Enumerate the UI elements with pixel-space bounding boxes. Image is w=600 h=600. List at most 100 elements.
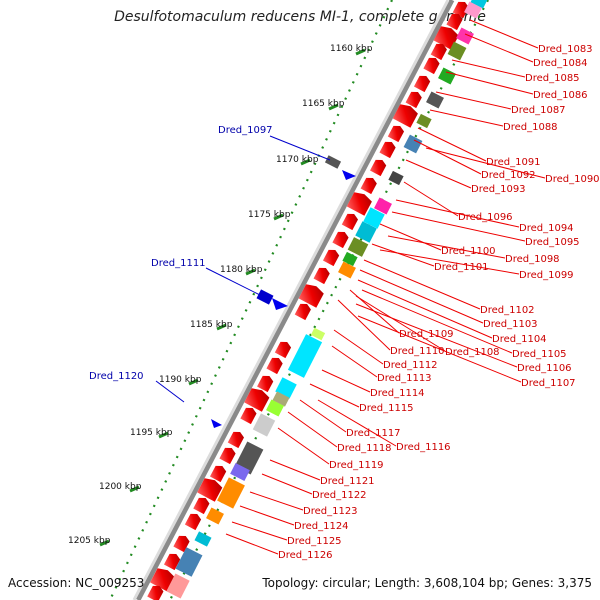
label-dred-1115[interactable]: Dred_1115 [359, 403, 414, 414]
tick-mark [328, 103, 339, 111]
gene-arrow [219, 447, 236, 465]
feature-block [456, 27, 474, 45]
label-dred-1109[interactable]: Dred_1109 [399, 329, 454, 340]
feature-block [206, 507, 224, 525]
gene-arrow [209, 465, 227, 483]
gene-arrow [163, 553, 181, 571]
label-dred-1103[interactable]: Dred_1103 [483, 319, 538, 330]
callout-line-red [387, 235, 506, 259]
label-dred-1108[interactable]: Dred_1108 [445, 347, 500, 358]
label-dred-1116[interactable]: Dred_1116 [396, 442, 451, 453]
label-dred-1086[interactable]: Dred_1086 [533, 90, 588, 101]
label-dred-1090[interactable]: Dred_1090 [545, 174, 600, 185]
label-dred-1093[interactable]: Dred_1093 [471, 184, 526, 195]
label-dred-1107[interactable]: Dred_1107 [521, 378, 576, 389]
callout-line-red [429, 109, 504, 127]
label-dred-1098[interactable]: Dred_1098 [505, 254, 560, 265]
accession-text: Accession: NC_009253 [8, 576, 145, 590]
feature-block [217, 477, 245, 509]
label-dred-1120[interactable]: Dred_1120 [89, 371, 144, 382]
label-dred-1096[interactable]: Dred_1096 [458, 212, 513, 223]
callout-line-red [239, 505, 295, 526]
label-dred-1112[interactable]: Dred_1112 [383, 360, 438, 371]
red-gene-arrows [147, 1, 469, 600]
feature-blocks [166, 0, 488, 599]
label-dred-1122[interactable]: Dred_1122 [312, 490, 367, 501]
gene-arrow [150, 568, 176, 592]
label-dred-1117[interactable]: Dred_1117 [346, 428, 401, 439]
label-dred-1118[interactable]: Dred_1118 [337, 443, 392, 454]
gene-arrow [346, 192, 372, 216]
callout-line-red [225, 533, 279, 555]
callout-line-red [231, 521, 288, 541]
red-callouts: Dred_1083 Dred_1084 Dred_1085 Dred_1086 Dred… [225, 19, 600, 561]
label-dred-1114[interactable]: Dred_1114 [370, 388, 425, 399]
callout-line-red [403, 181, 459, 217]
tick-label-1180: 1180 kbp [220, 265, 263, 275]
tick-label-1205: 1205 kbp [68, 536, 111, 546]
gene-arrow [240, 407, 257, 425]
gene-arrow [332, 231, 349, 249]
label-dred-1105[interactable]: Dred_1105 [512, 349, 567, 360]
callout-line-red [379, 249, 520, 275]
gene-arrow [360, 177, 377, 195]
label-dred-1111[interactable]: Dred_1111 [151, 258, 206, 269]
feature-block [175, 547, 203, 577]
label-dred-1123[interactable]: Dred_1123 [303, 506, 358, 517]
label-dred-1088[interactable]: Dred_1088 [503, 122, 558, 133]
feature-block [310, 327, 326, 341]
label-dred-1119[interactable]: Dred_1119 [329, 460, 384, 471]
label-dred-1106[interactable]: Dred_1106 [517, 363, 572, 374]
label-dred-1094[interactable]: Dred_1094 [519, 223, 574, 234]
label-dred-1121[interactable]: Dred_1121 [320, 476, 375, 487]
label-dred-1087[interactable]: Dred_1087 [511, 105, 566, 116]
callout-line-red [413, 139, 482, 175]
gene-arrow [294, 303, 311, 321]
label-dred-1102[interactable]: Dred_1102 [480, 305, 535, 316]
feature-block [252, 413, 276, 437]
callout-line-red [317, 399, 397, 447]
callout-line-blue [155, 380, 185, 403]
callout-line-red [435, 91, 512, 110]
label-dred-1110[interactable]: Dred_1110 [390, 346, 445, 357]
label-dred-1101[interactable]: Dred_1101 [434, 262, 489, 273]
feature-block [266, 399, 284, 417]
tick-mark [158, 431, 169, 439]
callout-line-red [249, 491, 304, 511]
blue-gene-arrow [342, 170, 356, 180]
feature-block [438, 67, 456, 85]
label-dred-1084[interactable]: Dred_1084 [533, 58, 588, 69]
label-dred-1125[interactable]: Dred_1125 [287, 536, 342, 547]
callout-line-red [469, 19, 539, 49]
label-dred-1091[interactable]: Dred_1091 [486, 157, 541, 168]
topology-text: Topology: circular; Length: 3,608,104 bp… [262, 576, 592, 590]
label-dred-1085[interactable]: Dred_1085 [525, 73, 580, 84]
gene-arrow [173, 535, 190, 553]
gene-arrow [387, 125, 405, 143]
gene-arrow [433, 26, 459, 50]
label-dred-1113[interactable]: Dred_1113 [377, 373, 432, 384]
tick-mark [355, 48, 366, 56]
feature-block [338, 261, 356, 279]
gene-arrow [244, 388, 270, 412]
callout-line-red [333, 329, 384, 365]
tick-mark [300, 158, 311, 166]
genome-backbone-highlight [132, 0, 450, 600]
label-dred-1124[interactable]: Dred_1124 [294, 521, 349, 532]
label-dred-1126[interactable]: Dred_1126 [278, 550, 333, 561]
tick-mark [245, 268, 256, 276]
tick-label-1195: 1195 kbp [130, 428, 173, 438]
callout-line-red [451, 59, 526, 78]
label-dred-1083[interactable]: Dred_1083 [538, 44, 593, 55]
label-dred-1097[interactable]: Dred_1097 [218, 125, 273, 136]
label-dred-1092[interactable]: Dred_1092 [481, 170, 536, 181]
label-dred-1095[interactable]: Dred_1095 [525, 237, 580, 248]
callout-line-red [287, 411, 338, 448]
callout-line-red [309, 383, 360, 408]
label-dred-1104[interactable]: Dred_1104 [492, 334, 547, 345]
feature-block [230, 463, 250, 481]
label-dred-1099[interactable]: Dred_1099 [519, 270, 574, 281]
gene-arrow [405, 91, 422, 109]
gene-arrow [197, 478, 223, 502]
